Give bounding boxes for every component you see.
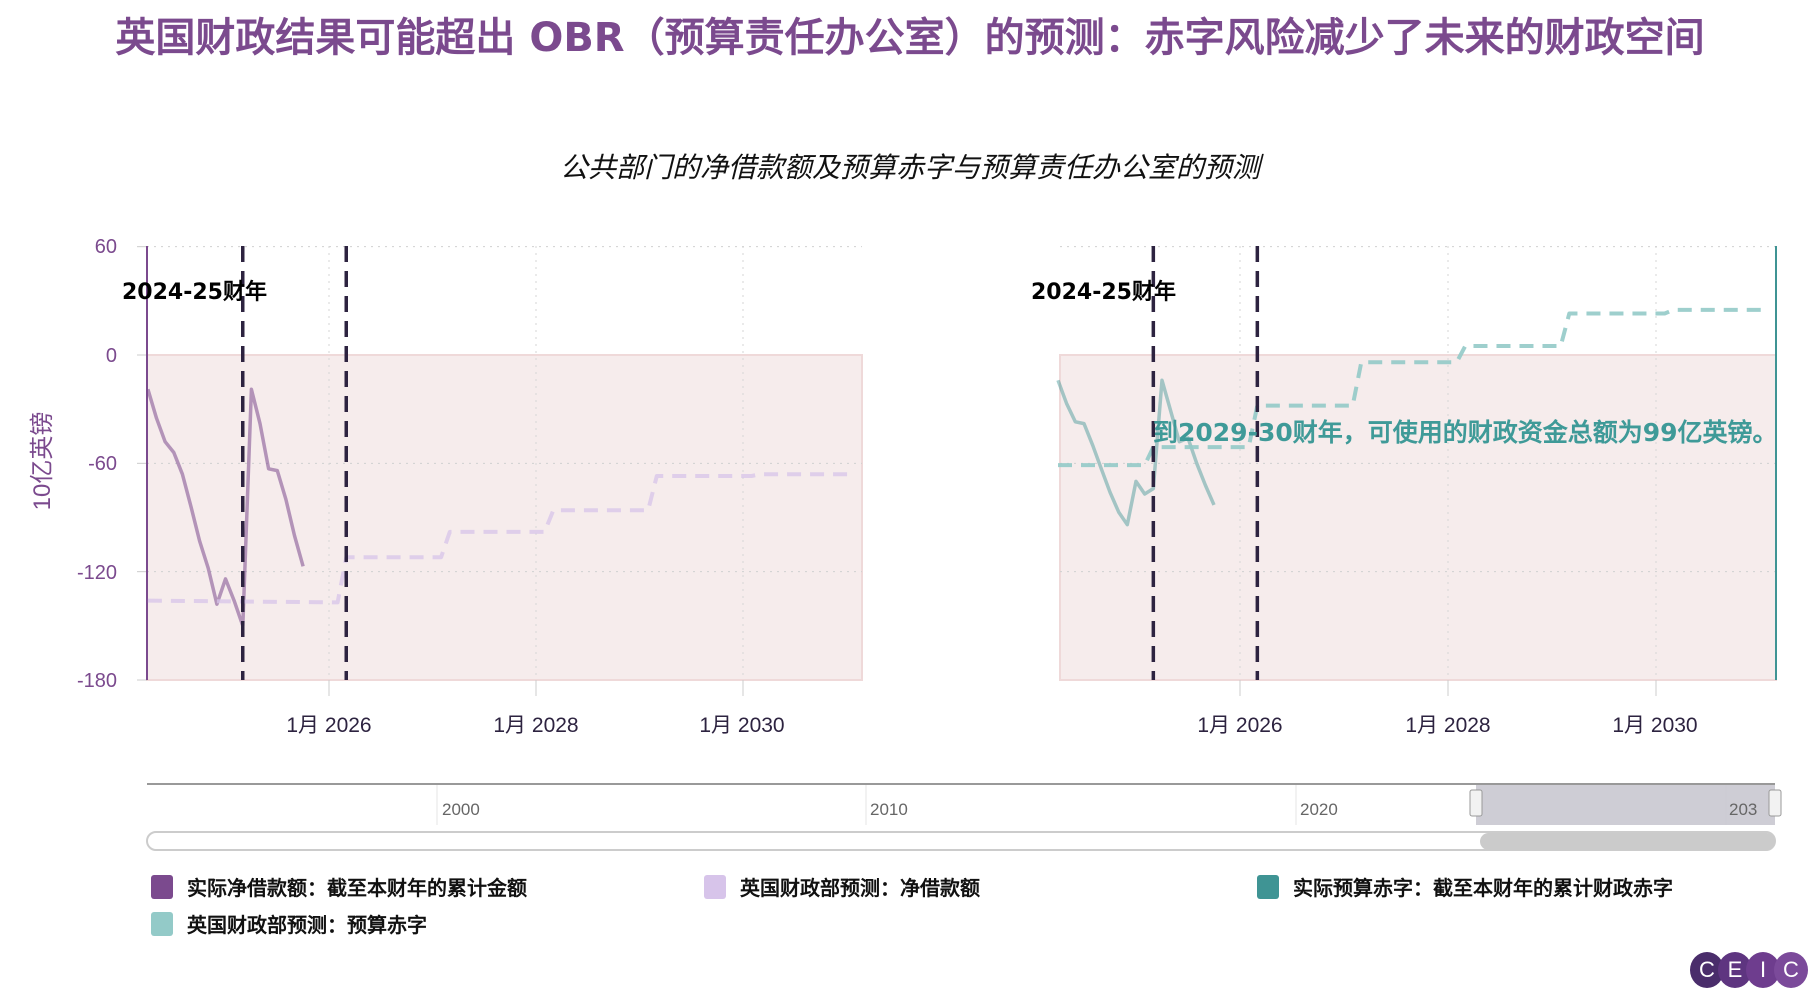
legend-item-forecast-deficit[interactable]: 英国财政部预测：预算赤字 [151, 909, 427, 938]
x-tick-label: 1月 2026 [286, 714, 371, 737]
ceic-logo: C E I C [1690, 952, 1808, 988]
headroom-annotation: 到2029-30财年，可使用的财政资金总额为99亿英镑。 [1153, 418, 1778, 447]
x-tick-label: 1月 2030 [699, 714, 784, 737]
y-tick-label: -120 [77, 562, 117, 584]
legend-item-actual-deficit[interactable]: 实际预算赤字：截至本财年的累计财政赤字 [1257, 872, 1673, 901]
legend-swatch [704, 874, 726, 899]
legend-label: 实际净借款额：截至本财年的累计金额 [187, 876, 527, 900]
x-tick-label: 1月 2028 [1405, 714, 1490, 737]
y-axis-title: 10亿英镑 [29, 412, 56, 511]
actual-series-line [1056, 378, 1216, 527]
actual-series-line [146, 387, 305, 628]
y-tick-label: -180 [77, 670, 117, 692]
forecast-series-line [147, 472, 856, 605]
y-tick-label: -60 [88, 453, 117, 475]
legend-swatch [1257, 874, 1279, 899]
chart-subtitle: 公共部门的净借款额及预算赤字与预算责任办公室的预测 [559, 151, 1260, 184]
legend-item-actual-borrowing[interactable]: 实际净借款额：截至本财年的累计金额 [151, 872, 527, 901]
legend-swatch [151, 874, 173, 899]
legend-item-forecast-borrowing[interactable]: 英国财政部预测：净借款额 [704, 872, 980, 901]
y-tick-label: 0 [106, 345, 117, 367]
scrollbar-thumb[interactable] [1480, 833, 1775, 850]
x-tick-label: 1月 2026 [1197, 714, 1282, 737]
chart-title: 英国财政结果可能超出 OBR（预算责任办公室）的预测：赤字风险减少了未来的财政空… [115, 15, 1705, 61]
fy-annotation: 2024-25财年 [122, 279, 267, 305]
navigator-handle-right[interactable] [1768, 789, 1782, 817]
x-tick-label: 1月 2028 [493, 714, 578, 737]
navigator-selection[interactable] [1476, 785, 1775, 825]
y-tick-label: 60 [95, 236, 117, 258]
scrollbar-track[interactable] [146, 831, 1776, 851]
navigator-label: 2000 [442, 800, 480, 819]
fy-annotation: 2024-25财年 [1031, 279, 1176, 305]
logo-letter: C [1774, 952, 1808, 988]
legend-label: 英国财政部预测：预算赤字 [187, 913, 427, 937]
navigator-handle-left[interactable] [1469, 789, 1483, 817]
shaded-band [1059, 354, 1777, 681]
navigator-label: 203 [1729, 800, 1757, 819]
x-tick-label: 1月 2030 [1612, 714, 1697, 737]
legend-label: 实际预算赤字：截至本财年的累计财政赤字 [1293, 876, 1673, 900]
legend-swatch [151, 911, 173, 936]
navigator[interactable]: 2000 2010 2020 203 [146, 783, 1782, 851]
forecast-series-line [1058, 307, 1769, 468]
navigator-label: 2020 [1300, 800, 1338, 819]
navigator-label: 2010 [870, 800, 908, 819]
legend-label: 英国财政部预测：净借款额 [740, 876, 980, 900]
